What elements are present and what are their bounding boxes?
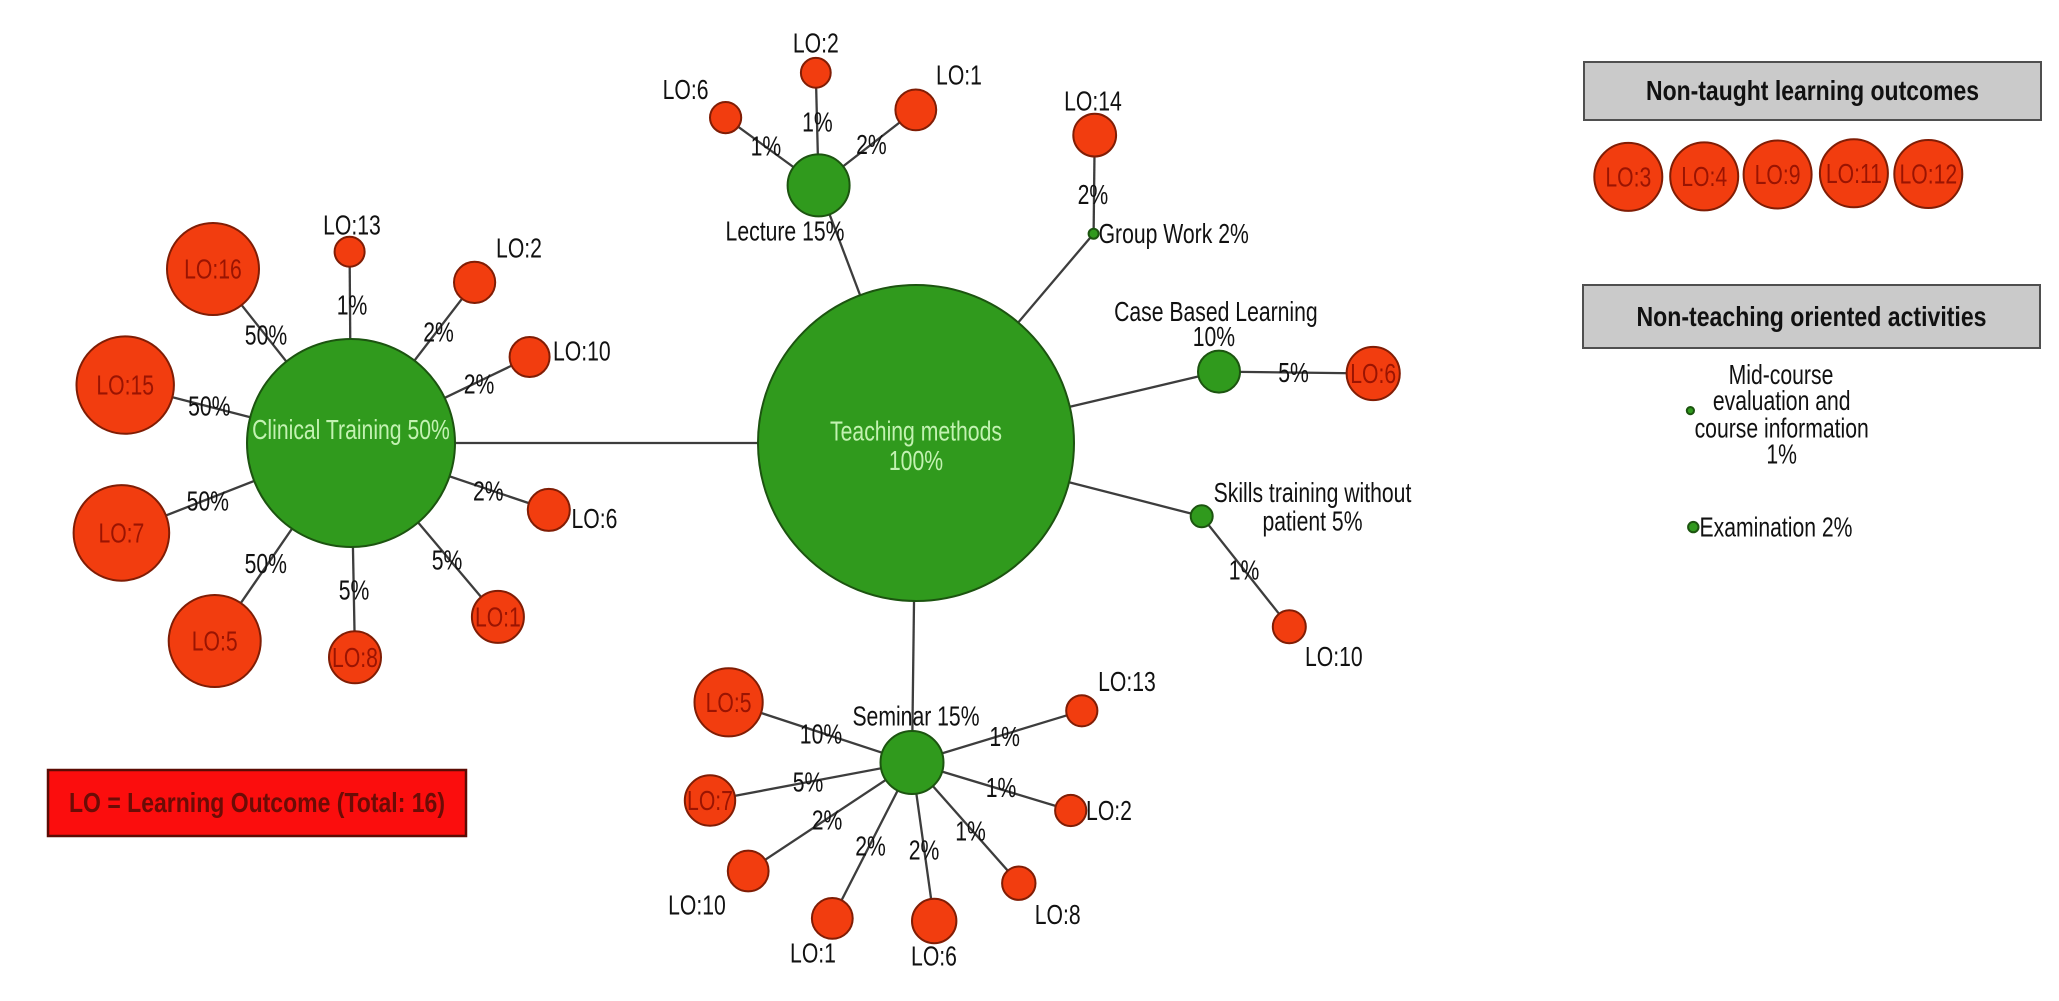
svg-text:1%: 1% — [955, 816, 986, 847]
svg-text:LO:7: LO:7 — [687, 785, 733, 816]
svg-text:Mid-course: Mid-course — [1729, 359, 1834, 390]
svg-text:1%: 1% — [1766, 439, 1797, 470]
svg-text:2%: 2% — [855, 831, 886, 862]
svg-text:10%: 10% — [1193, 321, 1235, 352]
svg-text:2%: 2% — [473, 476, 504, 507]
svg-text:5%: 5% — [339, 575, 370, 606]
svg-text:LO:10: LO:10 — [668, 890, 726, 921]
svg-text:Lecture 15%: Lecture 15% — [726, 216, 845, 247]
svg-text:50%: 50% — [245, 548, 287, 579]
svg-text:10%: 10% — [800, 719, 842, 750]
svg-text:LO:13: LO:13 — [1098, 666, 1156, 697]
svg-text:1%: 1% — [337, 290, 368, 321]
svg-text:course information: course information — [1695, 412, 1869, 443]
svg-text:LO:2: LO:2 — [1086, 795, 1132, 826]
svg-text:LO:3: LO:3 — [1605, 161, 1651, 192]
svg-text:LO:5: LO:5 — [192, 626, 238, 657]
svg-text:LO:1: LO:1 — [936, 60, 982, 91]
svg-text:Non-taught learning outcomes: Non-taught learning outcomes — [1646, 75, 1979, 106]
svg-text:5%: 5% — [793, 767, 824, 798]
svg-text:2%: 2% — [856, 129, 887, 160]
svg-text:LO:2: LO:2 — [793, 27, 839, 58]
svg-text:1%: 1% — [751, 130, 782, 161]
svg-text:Teaching methods: Teaching methods — [830, 416, 1002, 447]
svg-text:LO:2: LO:2 — [496, 233, 542, 264]
svg-text:2%: 2% — [423, 317, 454, 348]
svg-text:LO:6: LO:6 — [572, 503, 618, 534]
svg-text:Skills training without: Skills training without — [1214, 477, 1412, 508]
svg-text:LO:4: LO:4 — [1681, 161, 1727, 192]
svg-text:LO:12: LO:12 — [1899, 159, 1957, 190]
svg-text:1%: 1% — [986, 772, 1017, 803]
svg-text:2%: 2% — [1078, 179, 1109, 210]
svg-text:50%: 50% — [245, 320, 287, 351]
svg-text:LO = Learning Outcome (Total:: LO = Learning Outcome (Total: 16) — [69, 787, 445, 818]
svg-text:1%: 1% — [989, 721, 1020, 752]
svg-text:LO:8: LO:8 — [1035, 899, 1081, 930]
svg-text:LO:10: LO:10 — [1305, 641, 1363, 672]
svg-text:Seminar 15%: Seminar 15% — [852, 701, 979, 732]
svg-text:Clinical Training 50%: Clinical Training 50% — [252, 414, 450, 445]
svg-text:LO:8: LO:8 — [332, 642, 378, 673]
svg-text:100%: 100% — [889, 445, 943, 476]
svg-text:1%: 1% — [1229, 555, 1260, 586]
svg-text:patient 5%: patient 5% — [1262, 506, 1362, 537]
svg-text:5%: 5% — [432, 545, 463, 576]
svg-text:Case Based Learning: Case Based Learning — [1114, 296, 1318, 327]
svg-text:50%: 50% — [187, 486, 229, 517]
svg-text:LO:1: LO:1 — [475, 601, 521, 632]
svg-text:2%: 2% — [812, 805, 843, 836]
svg-text:LO:16: LO:16 — [184, 254, 242, 285]
svg-text:Examination 2%: Examination 2% — [1700, 512, 1853, 543]
svg-text:LO:6: LO:6 — [911, 941, 957, 972]
svg-text:1%: 1% — [802, 107, 833, 138]
svg-text:evaluation and: evaluation and — [1713, 385, 1851, 416]
svg-text:LO:6: LO:6 — [1350, 358, 1396, 389]
svg-text:Group Work 2%: Group Work 2% — [1099, 218, 1249, 249]
svg-text:2%: 2% — [909, 835, 940, 866]
svg-text:2%: 2% — [464, 369, 495, 400]
svg-text:LO:15: LO:15 — [96, 370, 154, 401]
svg-text:LO:5: LO:5 — [706, 687, 752, 718]
svg-text:LO:9: LO:9 — [1755, 159, 1801, 190]
svg-text:LO:11: LO:11 — [1826, 158, 1882, 189]
svg-text:LO:10: LO:10 — [553, 336, 611, 367]
svg-text:Non-teaching oriented activiti: Non-teaching oriented activities — [1637, 301, 1987, 332]
svg-text:5%: 5% — [1278, 357, 1309, 388]
svg-text:LO:7: LO:7 — [98, 517, 144, 548]
svg-text:LO:6: LO:6 — [663, 74, 709, 105]
svg-text:LO:14: LO:14 — [1064, 86, 1122, 117]
svg-text:LO:13: LO:13 — [323, 210, 381, 241]
svg-text:LO:1: LO:1 — [790, 938, 836, 969]
svg-text:50%: 50% — [188, 391, 230, 422]
